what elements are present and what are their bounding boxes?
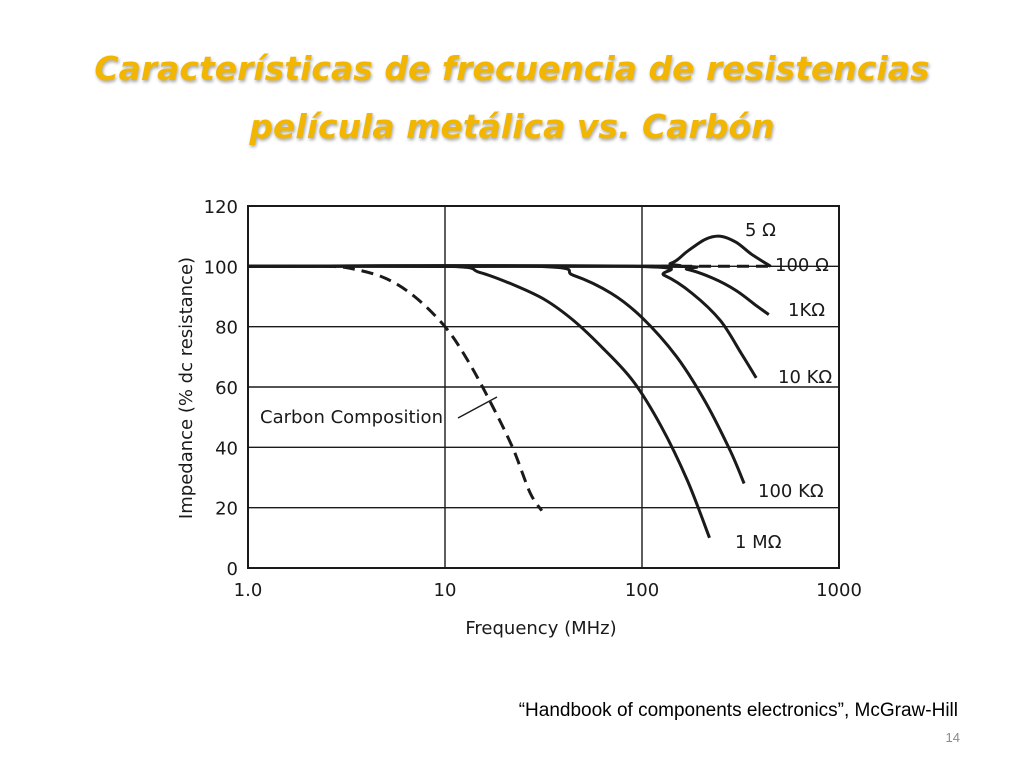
series-line-1 <box>247 234 772 269</box>
series-label-0: Carbon Composition <box>260 407 443 428</box>
slide-title-line1: Características de frecuencia de resiste… <box>94 49 930 88</box>
carbon-label-leader <box>457 396 498 419</box>
y-tick-label-20: 20 <box>215 499 238 520</box>
y-tick-label-100: 100 <box>204 257 238 278</box>
y-axis-label: Impedance (% dc resistance) <box>176 257 197 519</box>
y-tick-label-60: 60 <box>215 378 238 399</box>
x-axis-label: Frequency (MHz) <box>465 618 616 639</box>
series-label-4: 10 KΩ <box>778 367 832 388</box>
series-label-5: 100 KΩ <box>758 481 824 502</box>
x-tick-label-100: 100 <box>625 580 659 601</box>
slide-title-line2: película metálica vs. Carbón <box>249 107 775 146</box>
chart-grid <box>247 205 840 569</box>
series-label-2: 100 Ω <box>775 255 829 276</box>
chart-series <box>247 234 772 539</box>
slide-title: Características de frecuencia de resiste… <box>0 40 1024 156</box>
series-line-5 <box>247 264 746 485</box>
page-number: 14 <box>945 730 960 745</box>
chart-labels: Carbon Composition 5 Ω 100 Ω 1KΩ 10 KΩ 100 KΩ… <box>260 220 832 553</box>
x-tick-label-1000: 1000 <box>816 580 862 601</box>
x-tick-label-10: 10 <box>434 580 457 601</box>
y-tick-label-40: 40 <box>215 438 238 459</box>
chart-ticks: 0 20 40 60 80 100 120 1.0 10 100 1000 <box>204 197 862 601</box>
citation: “Handbook of components electronics”, Mc… <box>518 700 958 721</box>
series-label-6: 1 MΩ <box>735 532 782 553</box>
series-label-1: 5 Ω <box>745 220 776 241</box>
series-line-6 <box>247 264 711 539</box>
x-tick-label-1.0: 1.0 <box>234 580 263 601</box>
y-tick-label-80: 80 <box>215 318 238 339</box>
y-tick-label-0: 0 <box>227 559 238 580</box>
y-tick-label-120: 120 <box>204 197 238 218</box>
series-label-3: 1KΩ <box>788 300 825 321</box>
series-line-0 <box>247 264 544 512</box>
